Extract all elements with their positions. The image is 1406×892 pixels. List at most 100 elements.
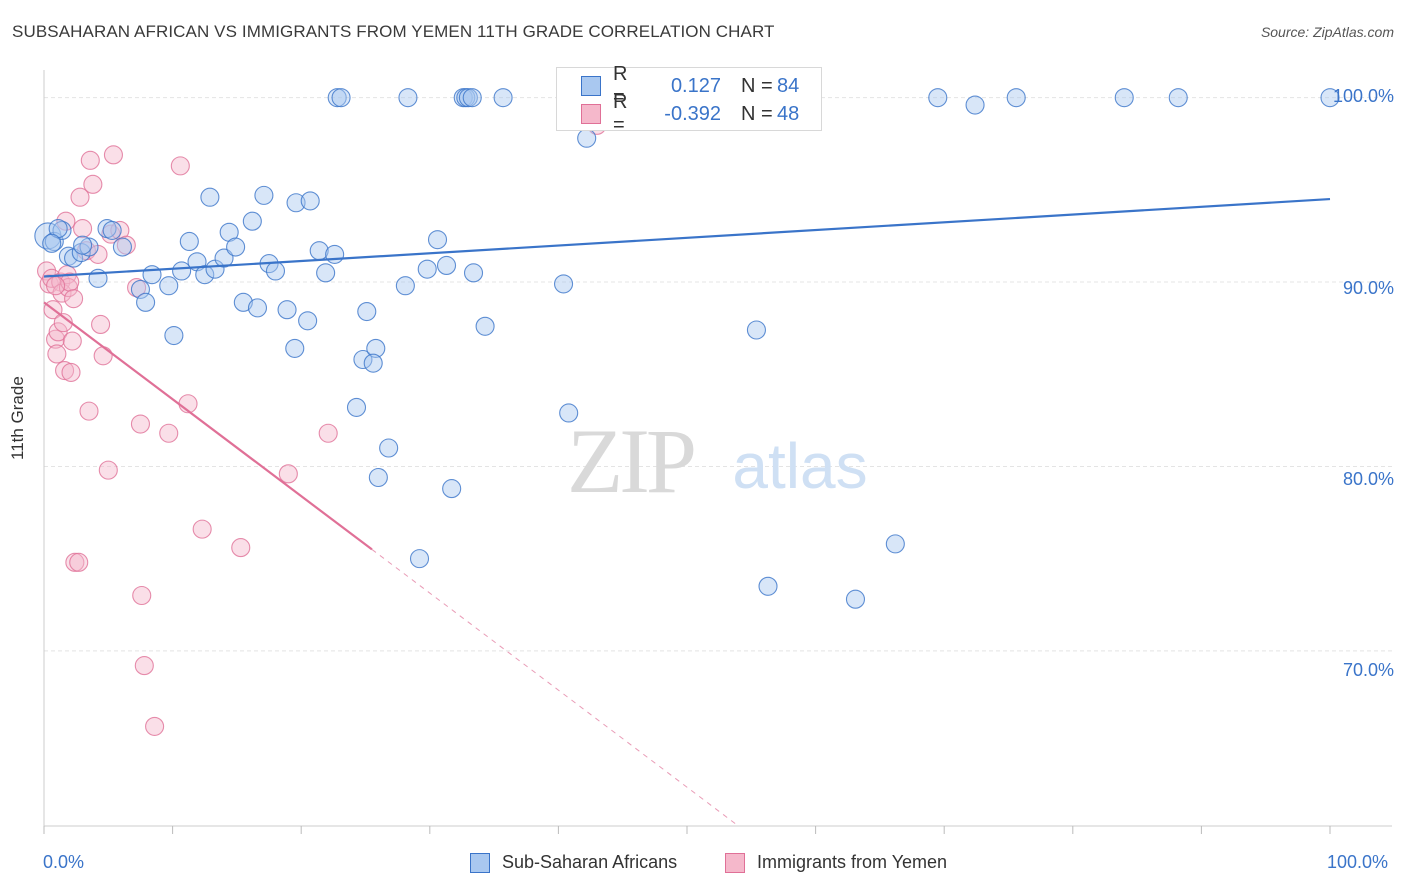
data-point	[93, 346, 113, 366]
legend-label: Sub-Saharan Africans	[502, 852, 678, 872]
trend-lines	[43, 197, 1331, 827]
data-point	[91, 314, 111, 335]
data-point	[436, 255, 457, 276]
data-point	[553, 274, 574, 294]
data-point	[69, 552, 89, 572]
y-axis-label: 11th Grade	[8, 376, 27, 460]
data-point	[48, 322, 68, 342]
legend-item-subsaharan[interactable]: Sub-Saharan Africans	[470, 852, 677, 873]
r-value: 0.127	[670, 74, 721, 97]
data-point	[159, 423, 179, 443]
r-label: R =	[613, 91, 628, 136]
series-subsaharan	[34, 88, 1340, 609]
data-point	[70, 187, 90, 207]
data-point	[73, 219, 93, 239]
data-point	[965, 95, 985, 115]
grid	[44, 97, 1392, 652]
trend-line-yemen	[43, 301, 373, 551]
data-point	[200, 187, 220, 207]
y-tick-label: 70.0%	[1342, 660, 1394, 680]
legend-swatch-pink	[581, 104, 601, 124]
data-point	[159, 276, 179, 296]
data-point	[395, 276, 415, 296]
n-value: 84	[777, 74, 800, 97]
stats-row-subsaharan: R = 0.127 N = 84	[557, 63, 800, 108]
data-point	[242, 211, 262, 231]
data-point	[134, 656, 154, 676]
chart-source: Source: ZipAtlas.com	[1260, 24, 1394, 40]
legend-swatch-blue	[470, 852, 490, 873]
data-point	[300, 191, 320, 211]
data-point	[179, 231, 199, 252]
data-point	[559, 403, 579, 423]
series-yemen	[37, 115, 607, 736]
legend-item-yemen[interactable]: Immigrants from Yemen	[725, 852, 947, 873]
data-point	[61, 362, 81, 382]
data-point	[195, 265, 215, 285]
watermark-atlas: atlas	[732, 430, 867, 502]
data-point	[845, 589, 866, 609]
data-point	[1320, 88, 1340, 108]
data-point	[1168, 88, 1188, 108]
data-point	[928, 88, 948, 108]
data-point	[278, 464, 298, 484]
data-point	[357, 302, 377, 322]
legend-swatch-blue	[581, 76, 601, 96]
data-point	[409, 549, 430, 569]
data-point	[758, 576, 778, 596]
n-label: N =	[741, 74, 773, 97]
data-point	[363, 353, 383, 373]
data-point	[56, 211, 76, 231]
data-point	[746, 320, 766, 340]
data-point	[226, 237, 246, 257]
data-point	[398, 88, 418, 108]
data-point	[462, 88, 482, 108]
data-point	[427, 230, 448, 250]
data-point	[325, 244, 345, 264]
y-tick-label: 80.0%	[1342, 469, 1394, 489]
data-point	[368, 467, 388, 488]
data-point	[1114, 88, 1134, 108]
data-point	[366, 338, 386, 358]
legend-swatch-pink	[725, 852, 745, 873]
data-point	[98, 460, 118, 480]
data-point	[79, 401, 99, 421]
data-point	[170, 156, 190, 176]
data-point	[379, 438, 399, 458]
data-point	[231, 538, 251, 558]
data-point	[55, 361, 75, 381]
data-point	[265, 261, 286, 281]
data-point	[80, 150, 100, 170]
data-point	[285, 338, 305, 358]
data-point	[130, 414, 150, 434]
trend-line-subsaharan	[43, 197, 1331, 278]
data-point	[130, 279, 150, 299]
watermark-zip: ZIP	[567, 410, 694, 512]
data-point	[112, 237, 132, 257]
data-point	[164, 325, 184, 346]
data-point	[46, 329, 66, 349]
data-point	[47, 344, 67, 364]
data-point	[79, 237, 99, 257]
data-point	[417, 259, 437, 279]
n-value: 48	[777, 102, 800, 125]
trend-line-yemen-extension	[371, 549, 739, 827]
data-point	[286, 193, 306, 213]
x-tick-label: 100.0%	[1327, 852, 1389, 872]
stats-row-yemen: R = -0.392 N = 48	[557, 91, 800, 136]
data-point	[353, 349, 373, 370]
data-point	[1006, 88, 1026, 108]
watermark: ZIP atlas	[567, 410, 868, 512]
data-point	[142, 265, 162, 285]
stats-legend: R = 0.127 N = 84 R = -0.392 N = 48	[556, 63, 822, 136]
data-point	[73, 235, 93, 255]
data-point	[442, 479, 462, 499]
data-point	[102, 220, 122, 240]
n-label: N =	[741, 102, 773, 125]
data-point	[132, 585, 152, 606]
data-point	[103, 145, 123, 165]
data-point	[331, 88, 351, 108]
data-point	[318, 423, 338, 443]
data-point	[277, 300, 297, 320]
